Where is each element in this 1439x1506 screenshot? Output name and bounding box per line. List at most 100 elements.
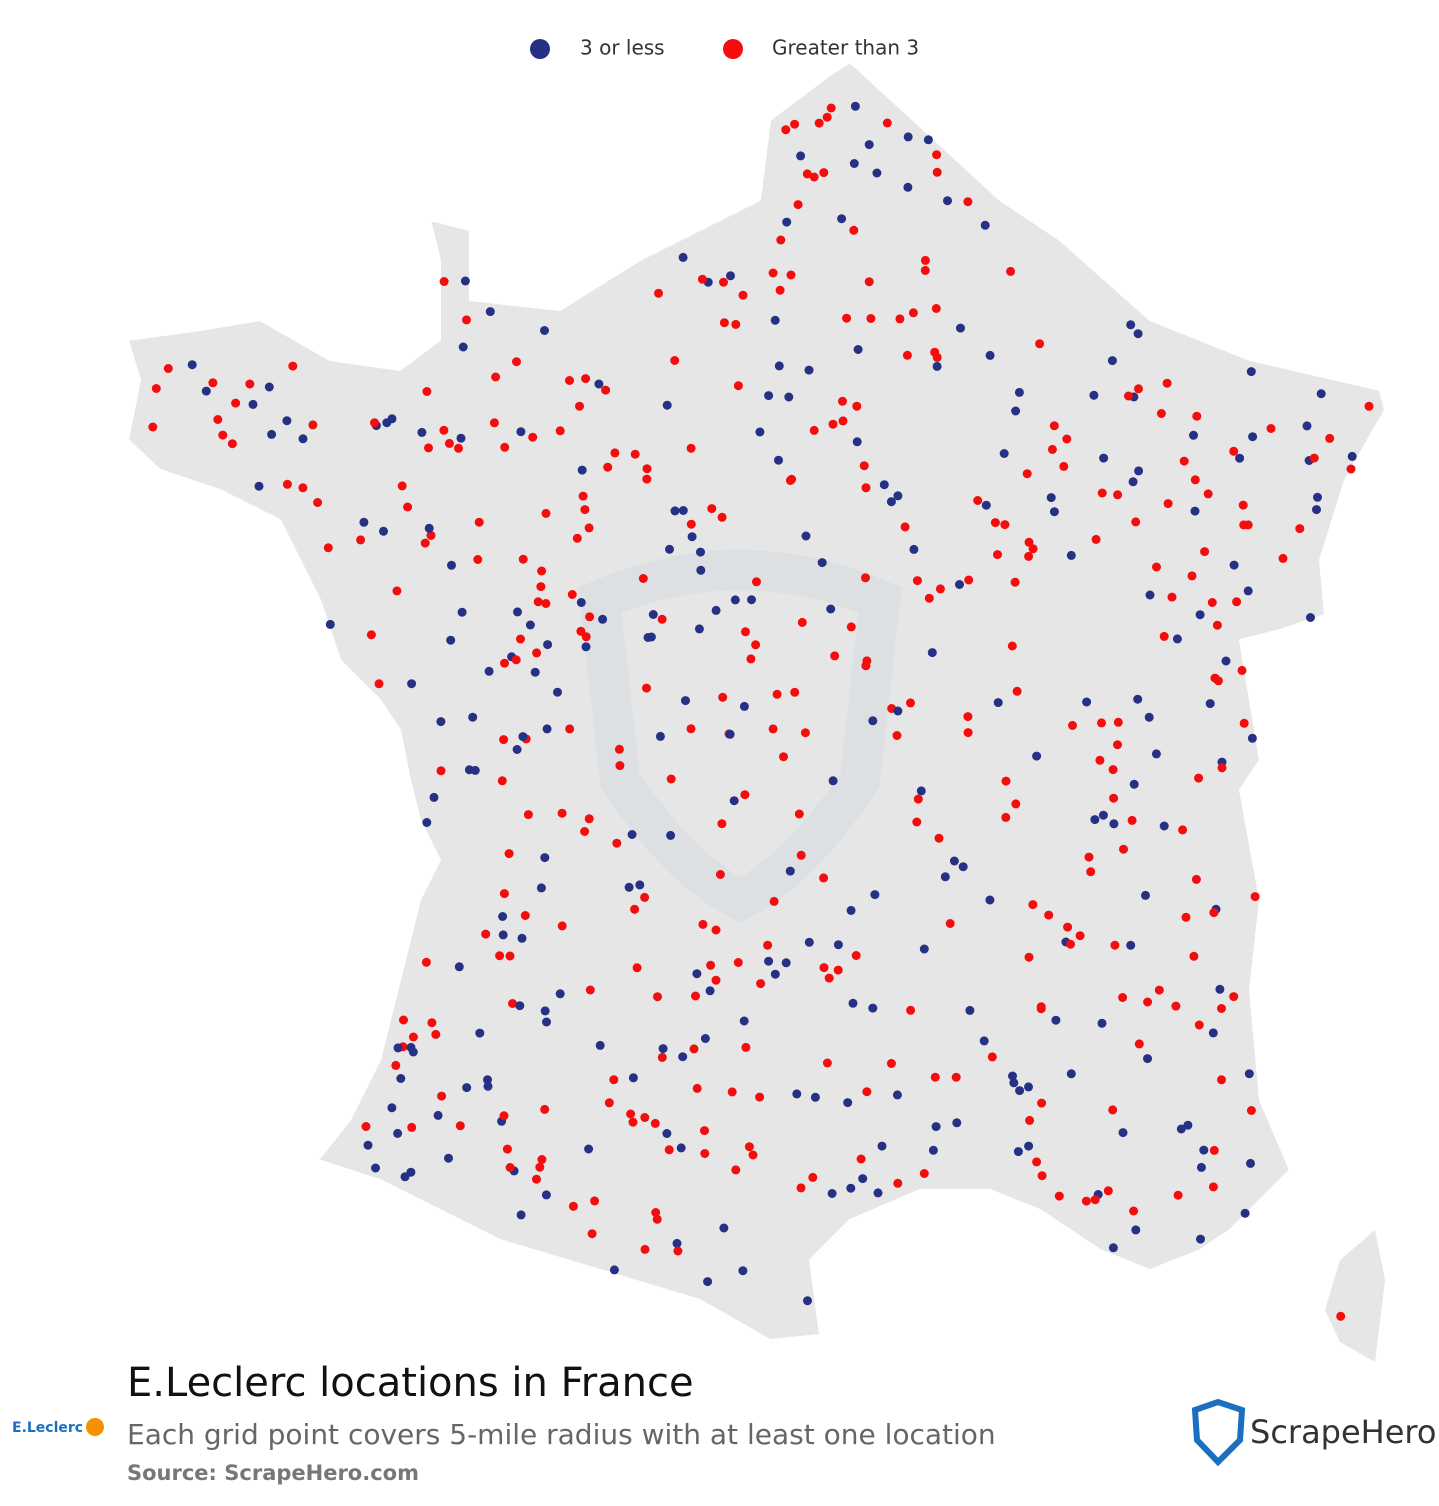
grid-point [662, 1129, 672, 1138]
grid-point [870, 890, 880, 900]
grid-point [585, 612, 595, 622]
grid-point [379, 526, 388, 536]
grid-point [1144, 712, 1154, 722]
grid-point [187, 360, 197, 370]
grid-point [1129, 779, 1139, 789]
grid-point [288, 361, 298, 371]
grid-point [673, 1246, 683, 1256]
grid-point [1037, 1098, 1047, 1108]
grid-point [1232, 597, 1242, 607]
grid-point [861, 483, 871, 493]
grid-point [868, 716, 878, 726]
grid-point [1246, 1158, 1255, 1168]
grid-point [1229, 560, 1239, 570]
grid-point [403, 502, 413, 512]
grid-point [642, 474, 652, 484]
grid-point [792, 1089, 802, 1099]
publisher: ScrapeHero [1250, 1413, 1436, 1451]
grid-point [706, 960, 716, 970]
grid-point [1364, 401, 1374, 411]
grid-point [1075, 931, 1085, 941]
grid-point [512, 357, 521, 367]
legend-label: 3 or less [580, 36, 665, 60]
grid-point [1209, 1145, 1219, 1155]
grid-point [908, 308, 918, 318]
grid-point [879, 480, 889, 490]
grid-point [993, 550, 1002, 560]
grid-point [1054, 1191, 1064, 1201]
grid-point [298, 434, 308, 444]
grid-point [1217, 763, 1227, 773]
grid-point [790, 687, 800, 697]
grid-point [781, 958, 791, 968]
grid-point [1163, 499, 1173, 509]
grid-point [580, 827, 590, 836]
grid-point [985, 895, 995, 905]
grid-point [963, 712, 973, 722]
grid-point [666, 774, 676, 784]
grid-point [861, 573, 870, 583]
grid-point [923, 135, 933, 145]
grid-point [692, 969, 702, 979]
grid-point [1173, 1190, 1183, 1200]
grid-point [254, 481, 264, 491]
grid-point [1189, 430, 1198, 440]
grid-point [1159, 631, 1169, 641]
grid-point [576, 598, 586, 607]
grid-point [985, 350, 995, 360]
grid-point [1181, 912, 1191, 922]
grid-point [827, 1189, 837, 1198]
grid-point [719, 1223, 729, 1233]
grid-point [774, 455, 783, 465]
grid-point [744, 1142, 754, 1152]
grid-point [502, 1144, 512, 1154]
grid-point [646, 632, 656, 642]
grid-point [1066, 939, 1075, 949]
grid-point [604, 1098, 614, 1108]
grid-point [1208, 1028, 1218, 1038]
grid-point [642, 464, 652, 474]
grid-point [359, 517, 369, 527]
grid-point [454, 443, 463, 453]
grid-point [980, 220, 990, 230]
grid-point [483, 1075, 492, 1085]
grid-point [819, 963, 829, 973]
grid-point [1024, 551, 1034, 561]
grid-point [1162, 378, 1172, 388]
grid-point [1108, 1105, 1118, 1115]
grid-point [609, 1075, 619, 1085]
grid-point [1183, 1120, 1193, 1130]
grid-point [1248, 432, 1258, 442]
grid-point [1032, 1157, 1042, 1167]
grid-point [498, 930, 508, 940]
grid-point [731, 1165, 741, 1175]
grid-point [1107, 356, 1117, 366]
grid-point [852, 437, 862, 447]
source: Source: ScrapeHero.com [127, 1461, 419, 1485]
grid-point [610, 448, 620, 458]
grid-point [696, 547, 705, 557]
grid-point [1118, 1128, 1128, 1138]
grid-point [769, 896, 779, 906]
grid-point [1235, 453, 1245, 463]
grid-point [779, 752, 788, 762]
grid-point [399, 1015, 408, 1025]
grid-point [406, 1042, 416, 1052]
grid-point [640, 1113, 650, 1122]
grid-point [439, 277, 449, 286]
grid-point [1239, 718, 1249, 728]
grid-point [439, 425, 449, 435]
grid-point [727, 1087, 737, 1097]
grid-point [576, 626, 586, 636]
grid-point [457, 607, 467, 617]
grid-point [1011, 799, 1021, 809]
grid-point [718, 692, 728, 702]
publisher-logo: ScrapeHero [1191, 1398, 1436, 1467]
grid-point [804, 937, 814, 947]
grid-point [444, 1153, 453, 1163]
grid-point [1313, 492, 1322, 502]
grid-point [940, 872, 950, 882]
grid-point [1113, 490, 1123, 500]
grid-point [678, 252, 688, 262]
grid-point [676, 1143, 686, 1153]
